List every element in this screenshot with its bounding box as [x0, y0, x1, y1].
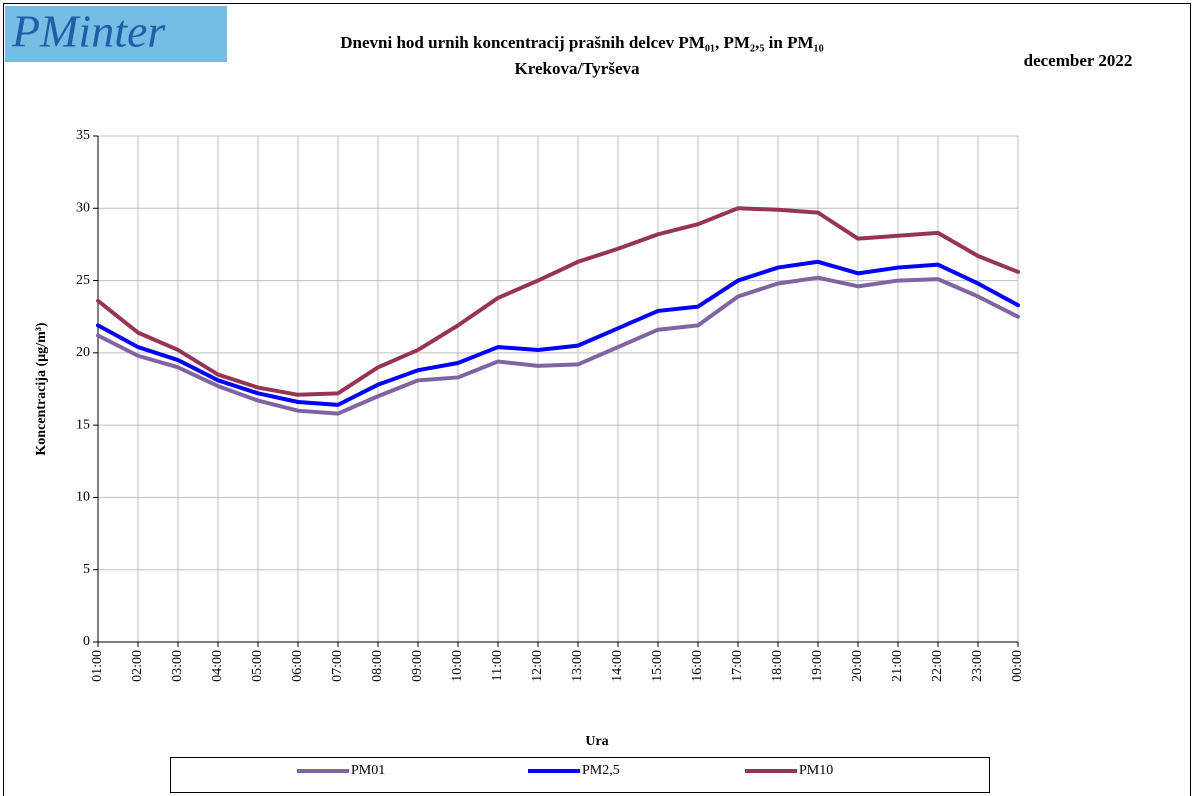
x-tick-label: 19:00: [810, 650, 825, 682]
x-tick-label: 23:00: [970, 650, 985, 682]
y-tick-label: 35: [76, 128, 90, 143]
y-tick-label: 20: [76, 345, 90, 360]
x-tick-label: 03:00: [170, 650, 185, 682]
y-tick-label: 10: [76, 490, 90, 505]
x-tick-label: 17:00: [730, 650, 745, 682]
x-tick-label: 09:00: [410, 650, 425, 682]
legend-label: PM2,5: [582, 763, 620, 778]
y-tick-label: 30: [76, 201, 90, 216]
legend-label: PM01: [351, 763, 385, 778]
x-tick-label: 06:00: [290, 650, 305, 682]
logo-box: [5, 6, 227, 62]
x-tick-label: 18:00: [770, 650, 785, 682]
y-tick-label: 25: [76, 273, 90, 288]
line-series: [96, 275, 1020, 416]
x-tick-label: 15:00: [650, 650, 665, 682]
x-tick-label: 12:00: [530, 650, 545, 682]
x-tick-label: 21:00: [890, 650, 905, 682]
x-tick-label: 05:00: [250, 650, 265, 682]
x-tick-label: 07:00: [330, 650, 345, 682]
logo: PMinter: [11, 6, 166, 57]
x-tick-label: 02:00: [130, 650, 145, 682]
chart-subtitle: Krekova/Tyrševa: [515, 59, 640, 78]
x-tick-label: 01:00: [90, 650, 105, 682]
y-tick-label: 15: [76, 417, 90, 432]
chart-title: Dnevni hod urnih koncentracij prašnih de…: [340, 33, 823, 52]
line-series: [96, 206, 1020, 397]
y-tick-label: 5: [83, 562, 90, 577]
x-tick-label: 22:00: [930, 650, 945, 682]
x-axis-label: Ura: [585, 734, 608, 749]
legend: [170, 757, 990, 793]
x-tick-label: 00:00: [1010, 650, 1025, 682]
x-tick-label: 11:00: [490, 650, 505, 681]
date: december 2022: [1024, 51, 1133, 70]
x-tick-label: 13:00: [570, 650, 585, 682]
y-tick-label: 0: [83, 634, 90, 649]
y-axis-label: Koncentracija (µg/m³): [34, 322, 49, 456]
frame: [3, 3, 1191, 796]
x-tick-label: 14:00: [610, 650, 625, 682]
x-tick-label: 08:00: [370, 650, 385, 682]
x-tick-label: 04:00: [210, 650, 225, 682]
line-series: [96, 259, 1020, 407]
x-tick-label: 20:00: [850, 650, 865, 682]
x-tick-label: 10:00: [450, 650, 465, 682]
x-tick-label: 16:00: [690, 650, 705, 682]
legend-label: PM10: [799, 763, 833, 778]
